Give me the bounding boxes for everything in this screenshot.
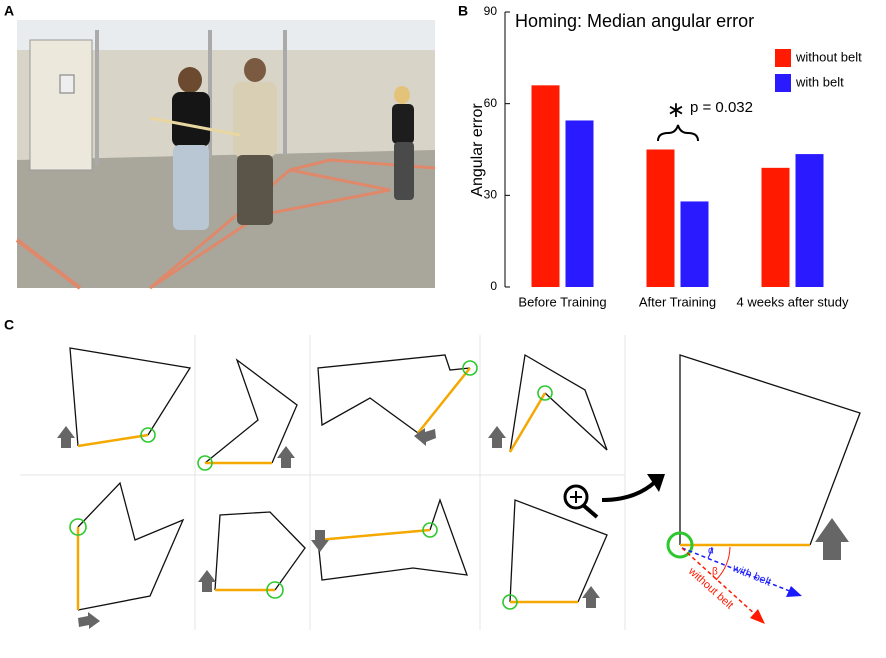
legend-label: without belt <box>795 49 862 64</box>
bar <box>531 85 560 287</box>
panel-label: B <box>458 3 468 19</box>
photo <box>15 20 436 290</box>
y-tick-label: 90 <box>484 4 498 18</box>
annotation-marker: ∗ <box>667 97 685 122</box>
legend-swatch <box>775 49 791 67</box>
y-tick-label: 60 <box>484 96 498 110</box>
bar <box>646 149 675 287</box>
angle-label: α <box>708 546 714 557</box>
x-tick-label: 4 weeks after study <box>737 294 849 309</box>
bar <box>795 154 824 287</box>
legend-swatch <box>775 74 791 92</box>
annotation: p = 0.032 <box>690 99 753 116</box>
panel-label: A <box>4 3 14 19</box>
y-axis-label: Angular error <box>469 103 486 197</box>
y-tick-label: 30 <box>484 188 498 202</box>
x-tick-label: Before Training <box>518 294 606 309</box>
arrow-label: without belt <box>685 565 735 612</box>
legend-label: with belt <box>795 74 844 89</box>
bar <box>761 167 790 287</box>
bar <box>680 201 709 287</box>
grid-dividers <box>20 335 626 630</box>
brace <box>657 124 699 142</box>
angle-label: β <box>712 567 718 578</box>
arrow-label: with belt <box>730 562 773 589</box>
chart-title: Homing: Median angular error <box>515 11 754 31</box>
x-tick-label: After Training <box>639 294 716 309</box>
y-tick-label: 0 <box>490 279 497 293</box>
bar <box>565 120 594 287</box>
trajectories <box>57 347 861 629</box>
panel-label: C <box>4 317 14 333</box>
